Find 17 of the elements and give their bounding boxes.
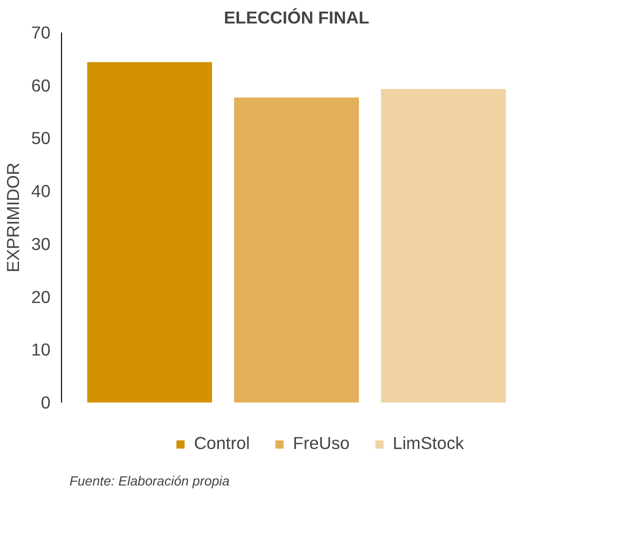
source-note: Fuente: Elaboración propia <box>70 474 230 488</box>
legend-label: Control <box>194 433 250 454</box>
y-tick-label: 10 <box>31 340 51 360</box>
y-tick-label: 30 <box>31 234 51 254</box>
y-tick-label: 20 <box>31 286 51 307</box>
y-tick-label: 0 <box>40 392 51 412</box>
legend-label: LimStock <box>392 433 464 454</box>
y-tick-label: 50 <box>31 128 51 148</box>
legend-label: FreUso <box>292 433 350 454</box>
y-tick-label: 40 <box>31 181 51 202</box>
y-tick-label: 70 <box>31 22 51 42</box>
bar <box>87 62 212 402</box>
y-axis-title: EXPRIMIDOR <box>3 162 24 272</box>
chart-title: ELECCIÓN FINAL <box>224 8 370 28</box>
bar <box>380 89 506 402</box>
y-tick-label: 60 <box>31 75 51 96</box>
bar <box>234 98 359 402</box>
